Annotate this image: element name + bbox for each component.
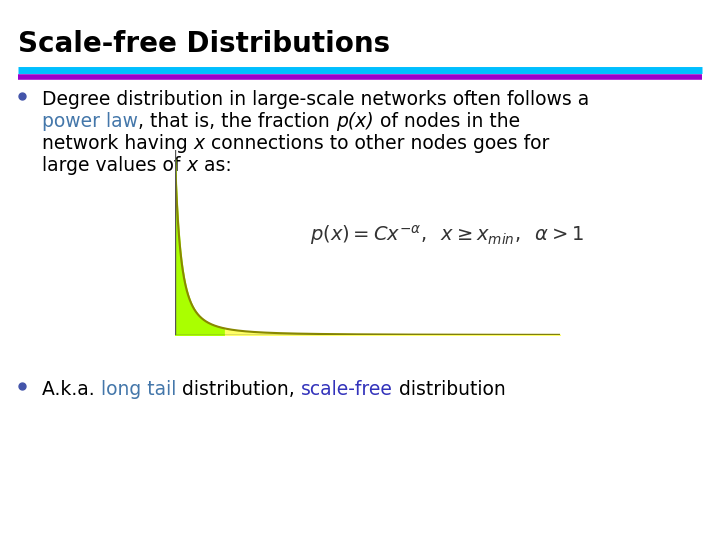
Text: x: x (194, 134, 205, 153)
Text: connections to other nodes goes for: connections to other nodes goes for (205, 134, 549, 153)
Text: Degree distribution in large-scale networks often follows a: Degree distribution in large-scale netwo… (42, 90, 589, 109)
Text: $p(x) = Cx^{-\alpha},\;\; x \geq x_{min},\;\; \alpha > 1$: $p(x) = Cx^{-\alpha},\;\; x \geq x_{min}… (310, 223, 584, 247)
Text: of nodes in the: of nodes in the (374, 112, 520, 131)
Text: A.k.a.: A.k.a. (42, 380, 101, 399)
Text: x: x (186, 156, 197, 175)
Text: power law: power law (42, 112, 138, 131)
Text: distribution,: distribution, (176, 380, 301, 399)
Text: scale-free: scale-free (301, 380, 392, 399)
Text: distribution: distribution (392, 380, 505, 399)
Text: as:: as: (197, 156, 231, 175)
Text: large values of: large values of (42, 156, 186, 175)
Text: Scale-free Distributions: Scale-free Distributions (18, 30, 390, 58)
Text: network having: network having (42, 134, 194, 153)
Text: long tail: long tail (101, 380, 176, 399)
Text: p(x): p(x) (336, 112, 374, 131)
Text: , that is, the fraction: , that is, the fraction (138, 112, 336, 131)
